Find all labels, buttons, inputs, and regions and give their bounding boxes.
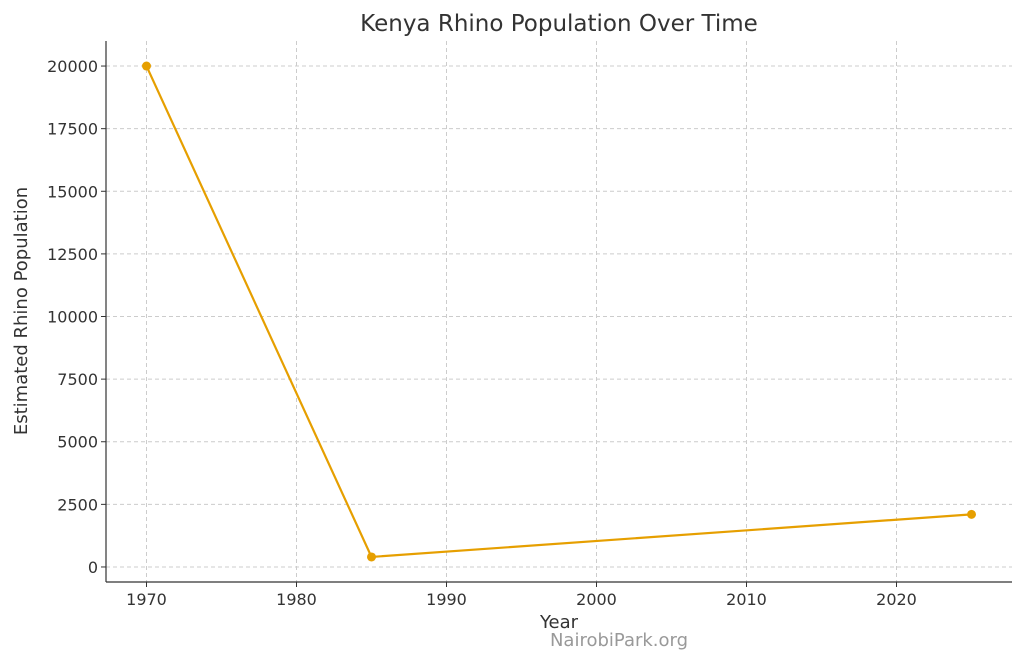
ticks: 1970 1980 1990 2000 2010 2020 0 2500 5000 7500 100… <box>47 57 917 609</box>
y-tick-label: 5000 <box>57 433 98 452</box>
y-tick-label: 10000 <box>47 308 98 327</box>
x-axis-label: Year <box>539 612 579 633</box>
watermark: NairobiPark.org <box>550 630 688 651</box>
x-tick-label: 2000 <box>576 590 617 609</box>
x-tick-label: 1970 <box>126 590 167 609</box>
y-tick-label: 0 <box>88 558 98 577</box>
y-tick-label: 12500 <box>47 245 98 264</box>
y-tick-label: 17500 <box>47 120 98 139</box>
data-point <box>367 552 376 562</box>
series-line <box>145 65 972 559</box>
x-tick-label: 1990 <box>426 590 467 609</box>
x-tick-label: 2020 <box>876 590 917 609</box>
chart-title: Kenya Rhino Population Over Time <box>360 11 758 37</box>
x-tick-label: 2010 <box>726 590 767 609</box>
y-tick-label: 2500 <box>57 495 98 514</box>
y-tick-label: 7500 <box>57 370 98 389</box>
grid <box>106 41 1012 582</box>
data-point <box>967 509 976 519</box>
y-tick-label: 20000 <box>47 57 98 76</box>
data-point <box>142 61 151 71</box>
y-tick-label: 15000 <box>47 182 98 201</box>
series <box>142 61 976 562</box>
y-axis-label: Estimated Rhino Population <box>11 187 32 435</box>
x-tick-label: 1980 <box>276 590 317 609</box>
